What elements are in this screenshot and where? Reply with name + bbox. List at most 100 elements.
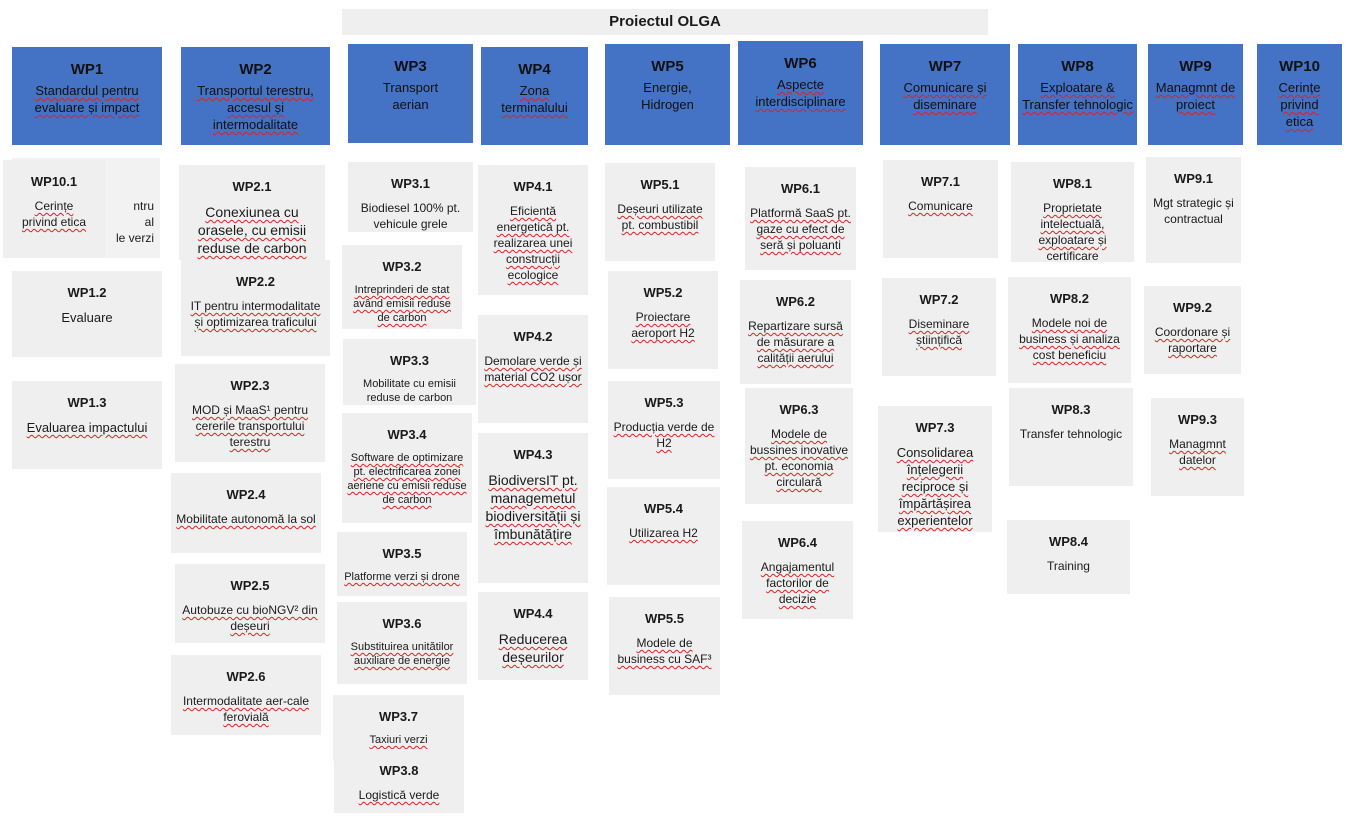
- task-name: Angajamentul factorilor de decizie: [760, 560, 835, 606]
- task-code: WP2.6: [226, 669, 266, 684]
- task-code: WP1.2: [67, 285, 107, 300]
- task-name: Modele de business cu SAF³: [617, 636, 712, 666]
- task-card-wp6-2: WP6.2 Repartizare sursă de măsurare a ca…: [740, 280, 851, 384]
- task-name: Reducerea deșeurilor: [498, 631, 568, 665]
- task-card-wp1-2: WP1.2 Evaluare: [12, 271, 162, 357]
- task-card-wp2-5: WP2.5 Autobuze cu bioNGV² din deșeuri: [175, 564, 325, 643]
- task-card-wp4-4: WP4.4 Reducerea deșeurilor: [478, 592, 588, 680]
- task-name: Cerințe privind etica: [21, 199, 87, 229]
- task-name: Transfer tehnologic: [1019, 427, 1123, 441]
- task-card-wp7-1: WP7.1 Comunicare: [883, 160, 998, 258]
- task-name: Proprietate intelectuală, exploatare și …: [1038, 201, 1107, 262]
- task-card-wp6-4: WP6.4 Angajamentul factorilor de decizie: [742, 521, 853, 619]
- task-card-wp5-3: WP5.3 Producția verde de H2: [608, 381, 720, 479]
- task-name: Logistică verde: [358, 788, 440, 802]
- task-card-wp3-1: WP3.1 Biodiesel 100% pt. vehicule grele: [348, 162, 473, 232]
- wp-header-wp7: WP7 Comunicare și diseminare: [880, 44, 1010, 145]
- wp-header-wp2: WP2 Transportul terestru, accesul și int…: [181, 47, 330, 145]
- wp-code: WP2: [239, 61, 272, 78]
- task-card-wp8-3: WP8.3 Transfer tehnologic: [1009, 388, 1133, 486]
- task-code: WP7.1: [920, 174, 960, 189]
- task-name: Platforme verzi și drone: [344, 571, 460, 583]
- task-card-wp2-1: WP2.1 Conexiunea cu orasele, cu emisii r…: [179, 165, 325, 260]
- task-card-wp5-4: WP5.4 Utilizarea H2: [607, 487, 720, 585]
- task-name: Producția verde de H2: [613, 420, 715, 450]
- task-name: Evaluarea impactului: [26, 420, 148, 435]
- task-card-wp5-1: WP5.1 Deșeuri utilizate pt. combustibil: [605, 163, 715, 261]
- task-name: Intermodalitate aer-cale ferovială: [182, 694, 310, 724]
- task-card-wp2-6: WP2.6 Intermodalitate aer-cale ferovială: [171, 655, 321, 735]
- task-code: WP7.2: [919, 292, 959, 307]
- task-card-wp6-1: WP6.1 Platformă SaaS pt. gaze cu efect d…: [745, 167, 856, 270]
- task-code: WP3.3: [389, 353, 429, 368]
- task-name: Eficientă energetică pt. realizarea unei…: [493, 204, 573, 282]
- task-name: Comunicare: [908, 199, 973, 213]
- task-card-wp2-4: WP2.4 Mobilitate autonomă la sol: [171, 473, 321, 553]
- wp-header-wp10: WP10 Cerințe privind etica: [1257, 44, 1342, 145]
- task-card-wp3-6: WP3.6 Substituirea unitătilor auxiliare …: [337, 602, 467, 684]
- task-code: WP8.4: [1048, 534, 1088, 549]
- task-card-wp9-2: WP9.2 Coordonare și raportare: [1144, 286, 1241, 374]
- task-code: WP3.7: [378, 709, 418, 724]
- task-name: Conexiunea cu orasele, cu emisii reduse …: [197, 204, 307, 256]
- task-code: WP5.4: [643, 501, 683, 516]
- task-code: WP8.1: [1052, 176, 1092, 191]
- wp-code: WP3: [394, 58, 427, 75]
- task-name: Mobilitate cu emisii reduse de carbon: [363, 378, 456, 404]
- task-card-wp8-4: WP8.4 Training: [1007, 520, 1130, 594]
- task-code: WP2.4: [226, 487, 266, 502]
- task-name: Demolare verde și material CO2 ușor: [484, 354, 582, 384]
- task-card-wp9-1: WP9.1 Mgt strategic și contractual: [1146, 157, 1241, 263]
- task-code: WP3.5: [382, 546, 422, 561]
- task-name: Proiectare aeroport H2: [631, 310, 695, 340]
- task-card-wp3-5: WP3.5 Platforme verzi și drone: [337, 532, 467, 596]
- task-code: WP6.4: [777, 535, 817, 550]
- task-code: WP2.2: [235, 274, 275, 289]
- task-code: WP2.1: [232, 179, 272, 194]
- task-code: WP5.5: [644, 611, 684, 626]
- task-code: WP9.3: [1177, 412, 1217, 427]
- task-code: WP6.1: [780, 181, 820, 196]
- task-card-wp7-3: WP7.3 Consolidarea înțelegerii reciproce…: [878, 406, 992, 532]
- task-name: BiodiversIT pt. managemetul biodiversită…: [485, 472, 581, 542]
- wp-code: WP9: [1179, 58, 1212, 75]
- task-code: WP4.1: [513, 179, 553, 194]
- task-name: Managmnt datelor: [1169, 437, 1226, 467]
- wp-header-wp4: WP4 Zona terminalului: [481, 47, 588, 145]
- task-card-wp9-3: WP9.3 Managmnt datelor: [1151, 398, 1244, 496]
- task-card-wp3-3: WP3.3 Mobilitate cu emisii reduse de car…: [343, 339, 476, 405]
- task-code: WP10.1: [30, 174, 78, 189]
- wp-name: Comunicare și diseminare: [903, 80, 987, 112]
- task-name: Deșeuri utilizate pt. combustibil: [617, 202, 703, 232]
- wp-header-wp3: WP3 Transport aerian: [348, 44, 473, 143]
- task-name: Diseminare științifică: [908, 317, 970, 347]
- task-code: WP5.2: [643, 285, 683, 300]
- wp-header-wp6: WP6 Aspecte interdisciplinare: [738, 41, 863, 145]
- task-code: WP4.2: [513, 329, 553, 344]
- task-name: Autobuze cu bioNGV² din deșeuri: [182, 603, 318, 633]
- task-name: Taxiuri verzi: [369, 734, 428, 746]
- wp-name: Standardul pentru evaluare și impact: [34, 83, 140, 115]
- task-name: Intreprinderi de stat având emisii redus…: [353, 284, 451, 324]
- task-card-wp7-2: WP7.2 Diseminare științifică: [882, 278, 996, 376]
- task-name: Modele de bussines inovative pt. economi…: [749, 427, 849, 489]
- task-code: WP7.3: [915, 420, 955, 435]
- task-code: WP6.2: [775, 294, 815, 309]
- task-code: WP3.1: [390, 176, 430, 191]
- task-code: WP1.3: [67, 395, 107, 410]
- wp-code: WP7: [928, 58, 962, 75]
- task-code: WP2.5: [230, 578, 270, 593]
- task-card-wp6-3: WP6.3 Modele de bussines inovative pt. e…: [745, 388, 853, 504]
- wp-header-wp9: WP9 Managmnt de proiect: [1148, 44, 1243, 145]
- task-name: Platformă SaaS pt. gaze cu efect de seră…: [750, 206, 851, 252]
- task-name: Modele noi de business și analiza cost b…: [1019, 316, 1120, 362]
- task-card-wp10-1: WP10.1 Cerințe privind etica: [3, 160, 105, 258]
- task-name: MOD și MaaS¹ pentru cererile transportul…: [191, 403, 309, 449]
- task-code: WP3.8: [379, 763, 419, 778]
- task-code: WP6.3: [779, 402, 819, 417]
- task-card-wp4-3: WP4.3 BiodiversIT pt. managemetul biodiv…: [478, 433, 588, 583]
- task-card-wp3-4: WP3.4 Software de optimizare pt. electri…: [342, 413, 472, 523]
- wp-name: Aspecte interdisciplinare: [755, 77, 846, 109]
- wp-header-wp8: WP8 Exploatare & Transfer tehnologic: [1018, 44, 1137, 145]
- task-code: WP3.4: [387, 427, 427, 442]
